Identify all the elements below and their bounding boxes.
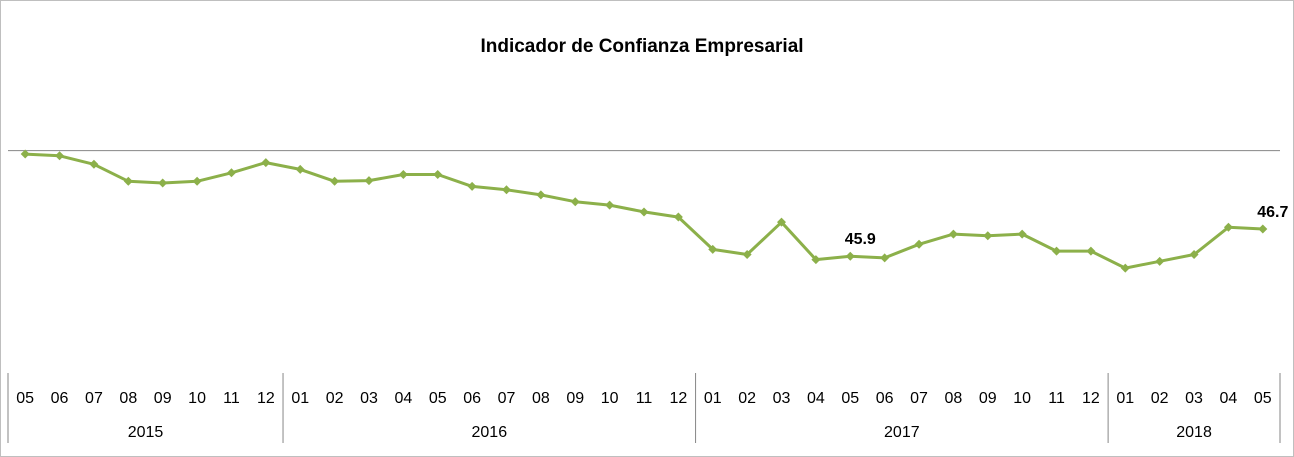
data-point bbox=[1017, 229, 1027, 239]
x-tick-label: 06 bbox=[876, 390, 894, 407]
data-point bbox=[742, 250, 752, 260]
x-axis: 05 06 07 08 09 10 11 12 01 02 03 04 05 06 07 08 09 10 11 12… bbox=[7, 373, 1281, 443]
data-point bbox=[536, 190, 546, 200]
data-point bbox=[777, 217, 787, 227]
data-point bbox=[880, 253, 890, 263]
data-labels: 45.9 46.7 bbox=[845, 204, 1289, 248]
x-tick-label: 09 bbox=[979, 390, 997, 407]
x-tick-label: 03 bbox=[360, 390, 378, 407]
chart-title: Indicador de Confianza Empresarial bbox=[480, 36, 803, 57]
x-tick-label: 05 bbox=[1254, 390, 1272, 407]
x-tick-label: 04 bbox=[1220, 390, 1238, 407]
data-point bbox=[192, 176, 202, 186]
x-tick-label: 01 bbox=[704, 390, 722, 407]
x-tick-label: 09 bbox=[154, 390, 172, 407]
data-point bbox=[673, 212, 683, 222]
x-tick-label: 06 bbox=[51, 390, 69, 407]
data-label: 46.7 bbox=[1257, 204, 1288, 221]
data-point bbox=[123, 176, 133, 186]
data-point bbox=[501, 185, 511, 195]
data-point bbox=[364, 176, 374, 186]
data-point bbox=[398, 169, 408, 179]
data-point bbox=[983, 231, 993, 241]
x-tick-label: 07 bbox=[498, 390, 516, 407]
data-point bbox=[261, 158, 271, 168]
data-point bbox=[639, 207, 649, 217]
x-tick-label: 05 bbox=[16, 390, 34, 407]
data-point bbox=[1086, 246, 1096, 256]
x-tick-label: 03 bbox=[773, 390, 791, 407]
x-tick-label: 10 bbox=[601, 390, 619, 407]
year-label: 2018 bbox=[1176, 424, 1212, 441]
data-point bbox=[433, 169, 443, 179]
year-label: 2017 bbox=[884, 424, 920, 441]
data-point bbox=[226, 168, 236, 178]
data-point bbox=[708, 244, 718, 254]
data-label: 45.9 bbox=[845, 231, 876, 248]
data-point bbox=[55, 151, 65, 161]
x-tick-label: 02 bbox=[1151, 390, 1169, 407]
year-label: 2015 bbox=[128, 424, 164, 441]
data-point bbox=[20, 149, 30, 159]
x-tick-label: 07 bbox=[85, 390, 103, 407]
x-tick-label: 05 bbox=[841, 390, 859, 407]
data-point bbox=[330, 176, 340, 186]
x-tick-label: 11 bbox=[636, 390, 653, 407]
x-tick-label: 08 bbox=[532, 390, 550, 407]
x-tick-label: 06 bbox=[463, 390, 481, 407]
x-tick-label: 02 bbox=[326, 390, 344, 407]
x-tick-label: 12 bbox=[669, 390, 687, 407]
x-tick-label: 03 bbox=[1185, 390, 1203, 407]
data-point bbox=[948, 229, 958, 239]
data-point bbox=[89, 159, 99, 169]
series-line bbox=[20, 149, 1268, 273]
x-tick-label: 07 bbox=[910, 390, 928, 407]
x-tick-label: 12 bbox=[257, 390, 275, 407]
data-point bbox=[605, 200, 615, 210]
x-tick-label: 04 bbox=[807, 390, 825, 407]
data-point bbox=[158, 178, 168, 188]
x-tick-label: 10 bbox=[1013, 390, 1031, 407]
x-tick-label: 11 bbox=[223, 390, 240, 407]
data-point bbox=[845, 251, 855, 261]
x-tick-label: 08 bbox=[945, 390, 963, 407]
x-tick-label: 11 bbox=[1048, 390, 1065, 407]
x-tick-label: 05 bbox=[429, 390, 447, 407]
data-point bbox=[811, 255, 821, 265]
data-point bbox=[1223, 222, 1233, 232]
x-tick-label: 12 bbox=[1082, 390, 1100, 407]
data-point bbox=[467, 181, 477, 191]
data-point bbox=[1189, 250, 1199, 260]
data-point bbox=[1258, 224, 1268, 234]
data-point bbox=[1155, 256, 1165, 266]
x-tick-label: 04 bbox=[394, 390, 412, 407]
x-tick-label: 09 bbox=[566, 390, 584, 407]
data-point bbox=[1052, 246, 1062, 256]
year-label: 2016 bbox=[472, 424, 508, 441]
data-point bbox=[1120, 263, 1130, 273]
x-tick-label: 10 bbox=[188, 390, 206, 407]
x-tick-label: 08 bbox=[119, 390, 137, 407]
x-tick-label: 01 bbox=[291, 390, 309, 407]
x-tick-label: 01 bbox=[1116, 390, 1134, 407]
data-point bbox=[295, 164, 305, 174]
data-point bbox=[914, 239, 924, 249]
x-tick-label: 02 bbox=[738, 390, 756, 407]
data-point bbox=[570, 197, 580, 207]
